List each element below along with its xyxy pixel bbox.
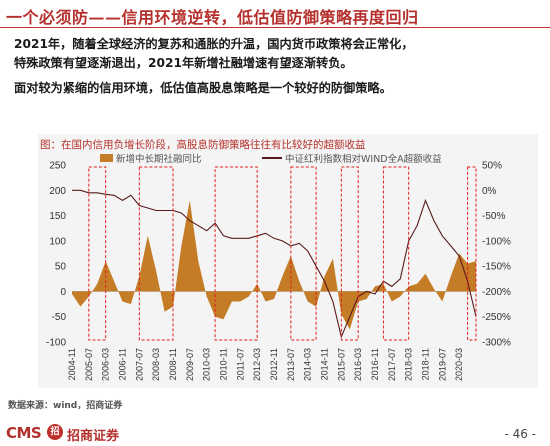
page-number: - 46 - (504, 427, 536, 441)
right-axis-tick: -300% (482, 338, 511, 349)
highlight-period-box (467, 166, 477, 341)
right-axis-tick: -150% (482, 262, 511, 273)
bar-series-area (72, 200, 476, 330)
left-axis-tick: 100 (49, 236, 66, 247)
x-axis-tick: 2010-11 (219, 348, 229, 380)
x-axis-tick: 2008-03 (151, 348, 161, 381)
left-axis-tick: 250 (49, 161, 66, 172)
x-axis-tick: 2015-07 (336, 348, 346, 381)
page-title: 一个必须防——信用环境逆转，低估值防御策略再度回归 (6, 8, 419, 27)
x-axis-tick: 2014-11 (320, 348, 330, 380)
left-axis-tick: -100 (46, 338, 66, 349)
right-axis-tick: -100% (482, 236, 511, 247)
x-axis-tick: 2013-07 (286, 348, 296, 381)
x-axis-tick: 2011-07 (235, 348, 245, 380)
cms-logo: CMS (6, 424, 42, 442)
x-axis-tick: 2012-11 (269, 348, 279, 380)
paragraph-line-1: 2021年，随着全球经济的复苏和通胀的升温，国内货币政策将会正常化， (14, 37, 414, 51)
x-axis-tick: 2005-07 (84, 348, 94, 381)
legend-bar: 新增中长期社融同比 (100, 151, 202, 165)
x-axis-tick: 2016-03 (353, 348, 363, 381)
right-axis-tick: -200% (482, 287, 511, 298)
x-axis-tick: 2008-11 (168, 348, 178, 380)
x-axis-tick: 2012-03 (252, 348, 262, 381)
logo-mark-icon: 招 (47, 424, 63, 440)
highlight-period-box (382, 166, 410, 341)
highlight-period-box (138, 166, 174, 341)
left-axis-tick: -50 (52, 312, 67, 323)
right-axis-tick: 0% (482, 186, 497, 197)
figure-caption: 图：在国内信用负增长阶段，高股息防御策略往往有比较好的超额收益 (40, 139, 366, 151)
x-axis-tick: 2010-03 (202, 348, 212, 381)
x-axis-tick: 2006-03 (101, 348, 111, 381)
right-axis-tick: 50% (482, 161, 502, 172)
x-axis-tick: 2009-07 (185, 348, 195, 381)
x-axis-tick: 2019-07 (437, 348, 447, 381)
x-axis-tick: 2017-07 (387, 348, 397, 381)
left-axis-tick: 200 (49, 186, 66, 197)
legend-line-label: 中证红利指数相对WIND全A超额收益 (285, 154, 442, 165)
paragraph-line-2: 特殊政策有望逐渐退出，2021年新增社融增速有望逐渐转负。 (14, 56, 353, 70)
right-axis-tick: -50% (482, 211, 505, 222)
x-axis-tick: 2007-07 (134, 348, 144, 381)
left-axis-tick: 50 (55, 262, 67, 273)
x-axis-tick: 2014-03 (303, 348, 313, 381)
line-series (72, 189, 477, 339)
highlight-period-box (214, 166, 258, 341)
right-axis-tick: -250% (482, 312, 511, 323)
x-axis-tick: 2018-03 (404, 348, 414, 381)
data-source: 数据来源：wind，招商证券 (8, 401, 123, 411)
legend-bar-swatch (100, 154, 113, 162)
x-axis-tick: 2018-11 (421, 348, 431, 380)
legend-line-swatch (262, 157, 282, 159)
x-axis-tick: 2004-11 (67, 348, 77, 380)
title-divider (0, 27, 550, 28)
legend-bar-label: 新增中长期社融同比 (116, 154, 202, 165)
x-axis-tick: 2006-11 (118, 348, 128, 380)
left-axis-tick: 0 (60, 287, 66, 298)
x-axis-tick: 2020-03 (454, 348, 464, 381)
legend-line: 中证红利指数相对WIND全A超额收益 (262, 151, 442, 165)
paragraph-line-3: 面对较为紧缩的信用环境，低估值高股息策略是一个较好的防御策略。 (14, 81, 392, 95)
x-axis-tick: 2016-11 (370, 348, 380, 380)
company-name: 招商证券 (67, 429, 120, 444)
chart-area (38, 134, 538, 388)
left-axis-tick: 150 (49, 211, 66, 222)
highlight-period-box (290, 166, 317, 341)
